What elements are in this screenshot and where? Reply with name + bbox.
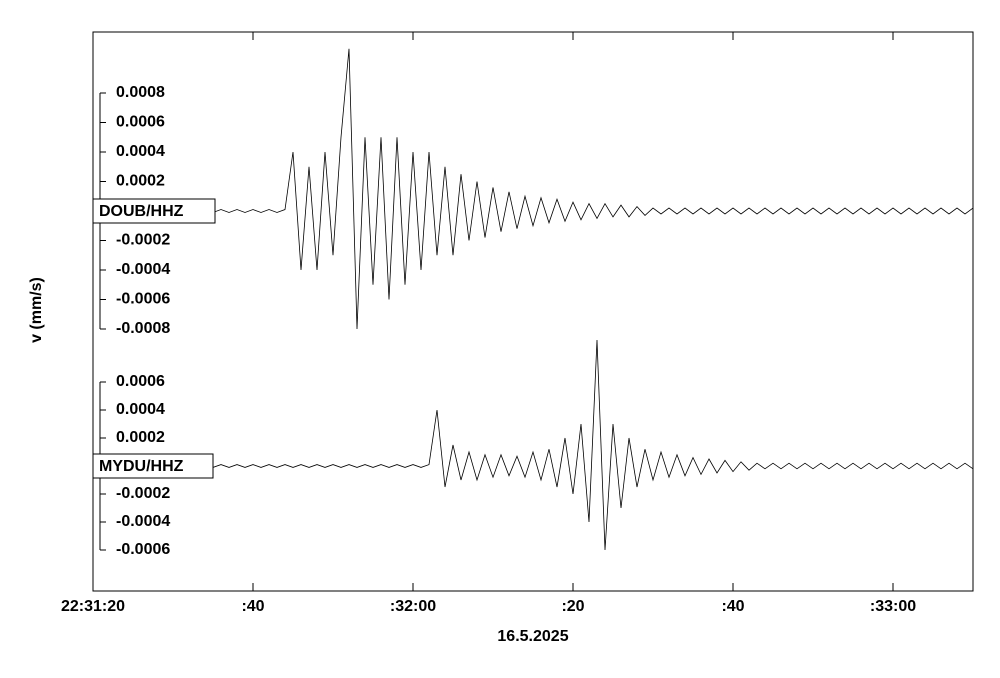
y-tick-label: -0.0004 — [116, 261, 170, 278]
y-tick-label: -0.0008 — [116, 320, 170, 337]
trace-label-box — [92, 198, 216, 224]
y-tick-label: 0.0006 — [116, 373, 165, 390]
x-tick-label: 22:31:20 — [61, 598, 125, 615]
trace-label: DOUB/HHZ — [99, 203, 184, 220]
y-tick-label: -0.0006 — [116, 541, 170, 558]
x-axis-label: 16.5.2025 — [497, 628, 568, 645]
y-tick-label: 0.0004 — [116, 401, 165, 418]
x-tick-label: :32:00 — [390, 598, 436, 615]
y-tick-label: -0.0002 — [116, 232, 170, 249]
y-tick-label: 0.0006 — [116, 114, 165, 131]
x-tick-label: :40 — [241, 598, 264, 615]
x-tick-label: :20 — [561, 598, 584, 615]
y-tick-label: 0.0004 — [116, 143, 165, 160]
plot-frame — [92, 31, 974, 592]
y-tick-label: 0.0008 — [116, 84, 165, 101]
y-tick-label: -0.0002 — [116, 485, 170, 502]
trace — [92, 339, 974, 551]
trace — [92, 48, 974, 330]
y-tick-label: 0.0002 — [116, 173, 165, 190]
y-tick-label: 0.0002 — [116, 429, 165, 446]
trace-label: MYDU/HHZ — [99, 458, 184, 475]
trace-label-box — [92, 453, 214, 479]
y-tick-label: -0.0004 — [116, 513, 170, 530]
x-tick-label: :33:00 — [870, 598, 916, 615]
y-axis-label: v (mm/s) — [28, 277, 45, 343]
y-tick-label: -0.0006 — [116, 291, 170, 308]
x-tick-label: :40 — [721, 598, 744, 615]
